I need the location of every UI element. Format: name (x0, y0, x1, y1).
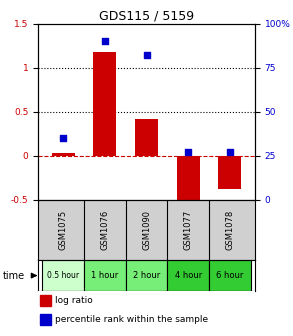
Text: GSM1075: GSM1075 (59, 210, 68, 250)
Point (186, 150, 190, 155)
Text: GSM1078: GSM1078 (225, 210, 234, 250)
Text: 2 hour: 2 hour (133, 271, 160, 280)
Point (144, 52, 149, 58)
Text: GSM1077: GSM1077 (184, 210, 193, 250)
Bar (126, 260, 167, 291)
Text: time: time (3, 270, 25, 281)
Point (61, 135, 65, 141)
Text: percentile rank within the sample: percentile rank within the sample (55, 315, 209, 324)
Bar (40, 314, 51, 326)
Bar (52, 153, 75, 156)
Bar (93, 52, 116, 156)
Bar (84, 260, 126, 291)
Bar (177, 156, 200, 204)
Bar (218, 156, 241, 189)
Text: 0.5 hour: 0.5 hour (47, 271, 79, 280)
Text: log ratio: log ratio (55, 296, 93, 305)
Bar (167, 260, 209, 291)
Text: 6 hour: 6 hour (216, 271, 243, 280)
Title: GDS115 / 5159: GDS115 / 5159 (99, 9, 194, 23)
Text: GSM1076: GSM1076 (100, 210, 109, 250)
Text: 4 hour: 4 hour (175, 271, 202, 280)
Bar (42, 260, 84, 291)
Text: GSM1090: GSM1090 (142, 210, 151, 250)
Point (228, 150, 232, 155)
Point (103, 38, 107, 44)
Bar (40, 295, 51, 306)
Text: 1 hour: 1 hour (91, 271, 118, 280)
Bar (209, 260, 251, 291)
Bar (135, 119, 158, 156)
